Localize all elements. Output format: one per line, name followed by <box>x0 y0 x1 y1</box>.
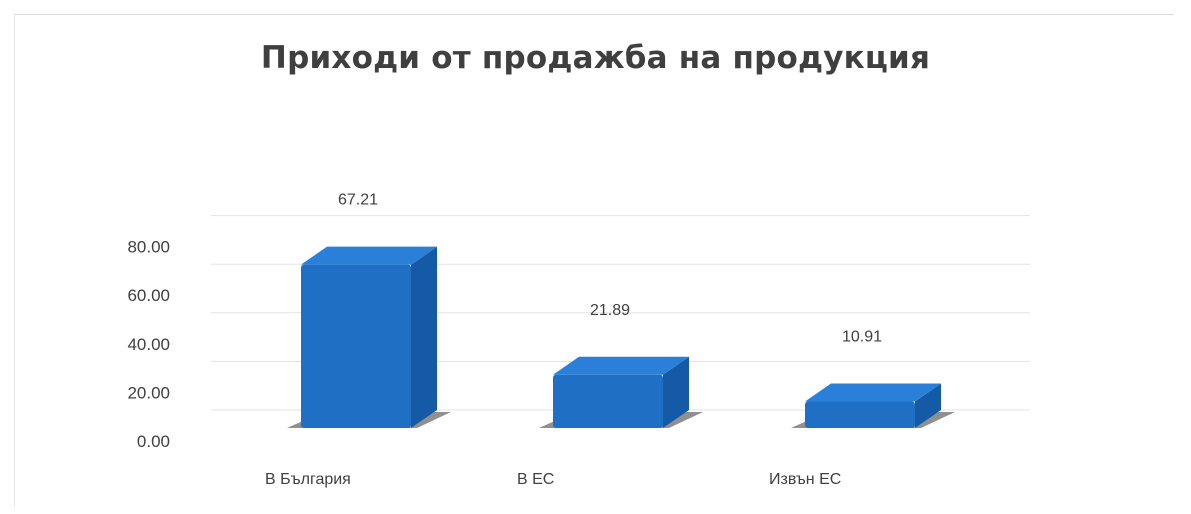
data-label: 10.91 <box>842 328 882 345</box>
bar <box>553 374 663 428</box>
bar-side <box>663 356 689 428</box>
category-label: В България <box>265 471 351 488</box>
bar-side <box>411 246 437 428</box>
data-label: 21.89 <box>590 302 630 319</box>
y-tick-label: 0.00 <box>137 432 170 451</box>
bar-top <box>553 356 689 375</box>
category-label: Извън ЕС <box>769 471 841 488</box>
y-tick-label: 80.00 <box>127 238 170 257</box>
bar <box>301 264 411 428</box>
chart-title: Приходи от продажба на продукция <box>260 40 931 76</box>
y-tick-label: 40.00 <box>127 335 170 354</box>
chart-frame <box>14 14 1174 506</box>
y-tick-label: 20.00 <box>127 383 170 402</box>
bar-top <box>805 383 941 402</box>
category-label: В ЕС <box>517 471 554 488</box>
bar-side <box>915 383 941 428</box>
bar <box>805 401 915 428</box>
bar-top <box>301 246 437 265</box>
data-label: 67.21 <box>338 192 378 209</box>
y-tick-label: 60.00 <box>127 286 170 305</box>
